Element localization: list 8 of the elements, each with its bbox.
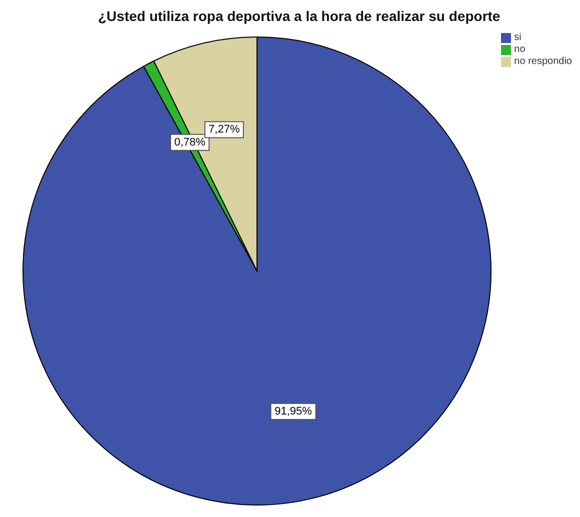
data-label: 91,95% <box>274 405 312 418</box>
legend-label: no <box>514 44 526 56</box>
data-label: 0,78% <box>174 136 206 148</box>
data-label: 7,27% <box>208 124 240 136</box>
slice-label: si <box>514 32 522 44</box>
legend-label: no respondio <box>514 56 572 68</box>
pie-slice <box>22 36 492 506</box>
chart-title: ¿Usted utiliza ropa deportiva a la hora de realizar su deporte <box>98 8 500 24</box>
